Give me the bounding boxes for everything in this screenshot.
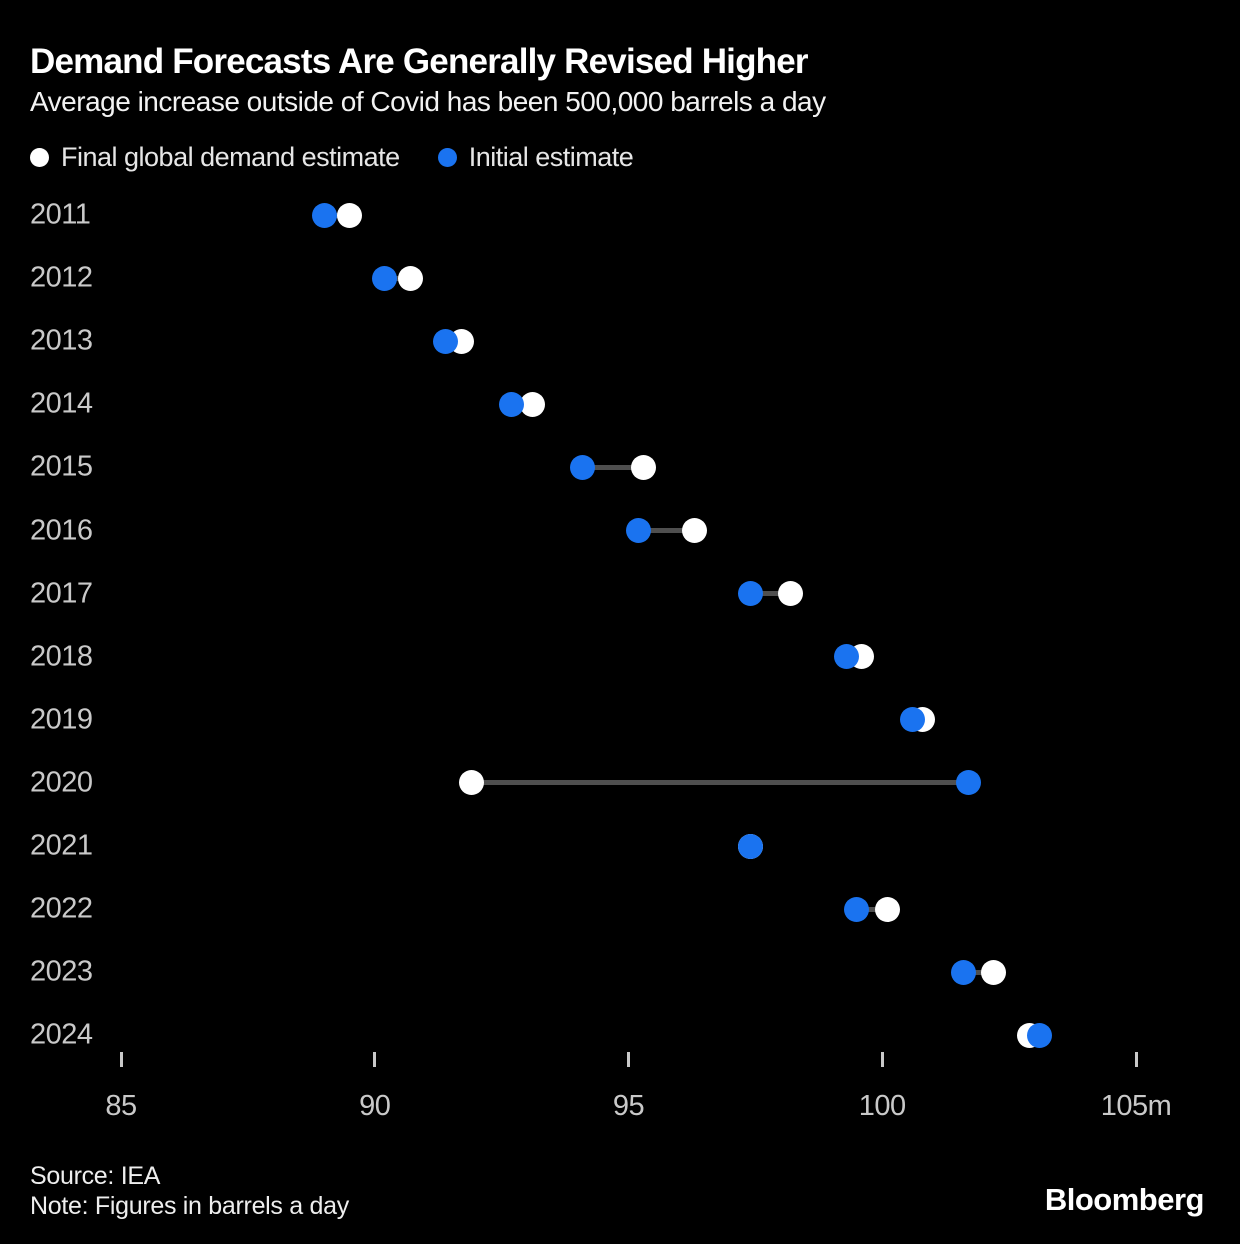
x-axis-tick bbox=[880, 1052, 884, 1067]
legend-item-final: Final global demand estimate bbox=[30, 142, 400, 173]
initial-estimate-dot-icon bbox=[437, 148, 457, 167]
year-label: 2024 bbox=[30, 1018, 93, 1051]
final-estimate-dot bbox=[397, 265, 423, 291]
legend-label-final: Final global demand estimate bbox=[61, 142, 400, 172]
x-axis-tick bbox=[627, 1052, 630, 1067]
year-label: 2014 bbox=[30, 387, 93, 420]
dumbbell-connector bbox=[324, 212, 350, 218]
x-axis-tick-label: 100 bbox=[858, 1090, 906, 1122]
year-label: 2015 bbox=[30, 450, 93, 483]
final-estimate-dot bbox=[874, 896, 900, 922]
initial-estimate-dot bbox=[626, 518, 652, 543]
initial-estimate-dot bbox=[499, 391, 525, 417]
initial-estimate-dot bbox=[372, 265, 398, 291]
dumbbell-connector bbox=[471, 780, 969, 786]
chart-title: Demand Forecasts Are Generally Revised H… bbox=[30, 42, 809, 81]
dumbbell-connector bbox=[638, 528, 695, 533]
initial-estimate-dot bbox=[570, 454, 596, 480]
dumbbell-connector bbox=[963, 969, 994, 975]
initial-estimate-dot bbox=[844, 896, 870, 922]
year-label: 2011 bbox=[30, 198, 91, 231]
final-estimate-dot bbox=[981, 959, 1007, 985]
x-axis-tick-label: 105m bbox=[1100, 1090, 1172, 1122]
legend: Final global demand estimate Initial est… bbox=[30, 142, 634, 173]
initial-estimate-dot bbox=[834, 644, 860, 670]
year-label: 2022 bbox=[30, 892, 93, 925]
x-axis-tick bbox=[119, 1052, 123, 1067]
year-label: 2017 bbox=[30, 577, 93, 610]
year-label: 2019 bbox=[30, 703, 93, 736]
final-estimate-dot bbox=[458, 770, 484, 796]
legend-item-initial: Initial estimate bbox=[437, 142, 634, 173]
legend-label-initial: Initial estimate bbox=[468, 142, 634, 172]
year-label: 2023 bbox=[30, 955, 93, 988]
final-estimate-dot-icon bbox=[30, 148, 49, 167]
initial-estimate-dot bbox=[737, 581, 763, 607]
initial-estimate-dot bbox=[433, 328, 459, 354]
initial-estimate-dot bbox=[950, 959, 976, 985]
dumbbell-connector bbox=[582, 464, 644, 470]
year-label: 2016 bbox=[30, 514, 93, 546]
x-axis-tick-label: 85 bbox=[105, 1090, 137, 1122]
final-estimate-dot bbox=[631, 454, 657, 480]
initial-estimate-dot bbox=[900, 707, 926, 733]
bloomberg-logo: Bloomberg bbox=[1044, 1182, 1205, 1217]
year-label: 2020 bbox=[30, 766, 93, 799]
x-axis-tick-label: 90 bbox=[359, 1090, 391, 1122]
chart-subtitle: Average increase outside of Covid has be… bbox=[30, 86, 826, 117]
note-text: Note: Figures in barrels a day bbox=[30, 1192, 349, 1220]
x-axis-tick bbox=[373, 1052, 377, 1067]
x-axis-tick-label: 95 bbox=[612, 1090, 645, 1122]
x-axis-tick bbox=[1134, 1052, 1138, 1067]
dumbbell-connector bbox=[384, 275, 411, 281]
initial-estimate-dot bbox=[1027, 1022, 1053, 1048]
year-label: 2021 bbox=[30, 829, 93, 862]
dumbbell-connector bbox=[750, 591, 791, 597]
year-label: 2018 bbox=[30, 640, 93, 673]
final-estimate-dot bbox=[681, 518, 707, 543]
initial-estimate-dot bbox=[956, 770, 982, 796]
year-label: 2013 bbox=[30, 324, 93, 357]
initial-estimate-dot bbox=[737, 833, 763, 859]
final-estimate-dot bbox=[778, 581, 804, 607]
source-text: Source: IEA bbox=[30, 1162, 161, 1190]
final-estimate-dot bbox=[336, 202, 362, 228]
dumbbell-connector bbox=[856, 906, 888, 912]
initial-estimate-dot bbox=[311, 202, 337, 228]
year-label: 2012 bbox=[30, 261, 93, 294]
